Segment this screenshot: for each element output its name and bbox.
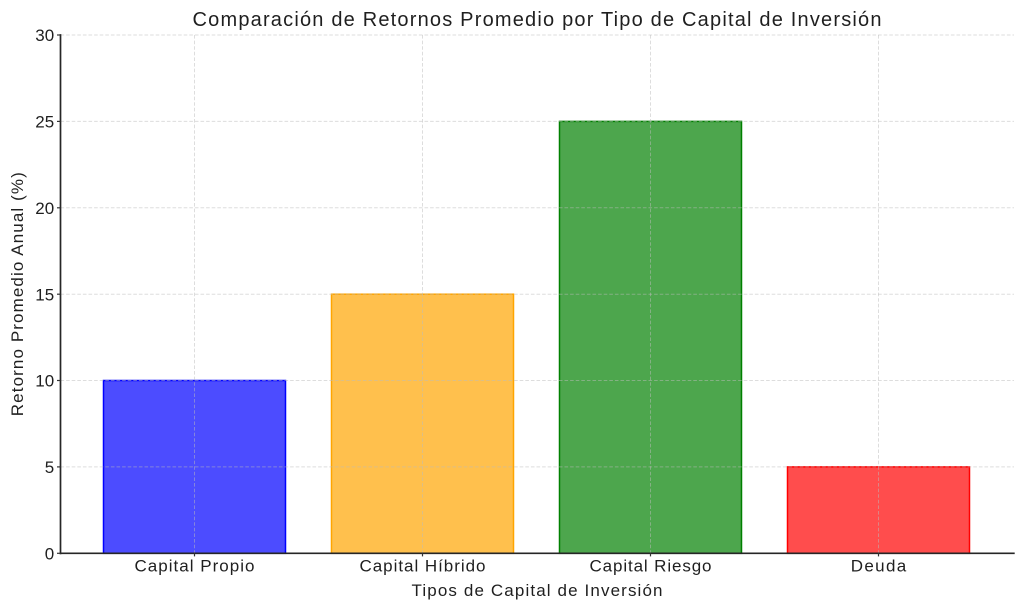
svg-text:30: 30 — [35, 26, 54, 45]
svg-text:25: 25 — [35, 113, 54, 132]
svg-text:Capital Riesgo: Capital Riesgo — [590, 556, 712, 575]
svg-text:Capital Propio: Capital Propio — [135, 556, 255, 575]
svg-text:Capital Híbrido: Capital Híbrido — [360, 556, 486, 575]
svg-text:Retorno Promedio Anual (%): Retorno Promedio Anual (%) — [8, 172, 27, 416]
svg-text:Tipos de Capital de Inversión: Tipos de Capital de Inversión — [412, 581, 663, 600]
svg-text:Deuda: Deuda — [851, 556, 907, 575]
svg-text:0: 0 — [45, 545, 54, 564]
svg-text:15: 15 — [35, 285, 54, 304]
svg-text:10: 10 — [35, 372, 54, 391]
svg-text:Comparación de Retornos Promed: Comparación de Retornos Promedio por Tip… — [193, 9, 882, 31]
svg-text:20: 20 — [35, 199, 54, 218]
svg-text:5: 5 — [45, 458, 54, 477]
